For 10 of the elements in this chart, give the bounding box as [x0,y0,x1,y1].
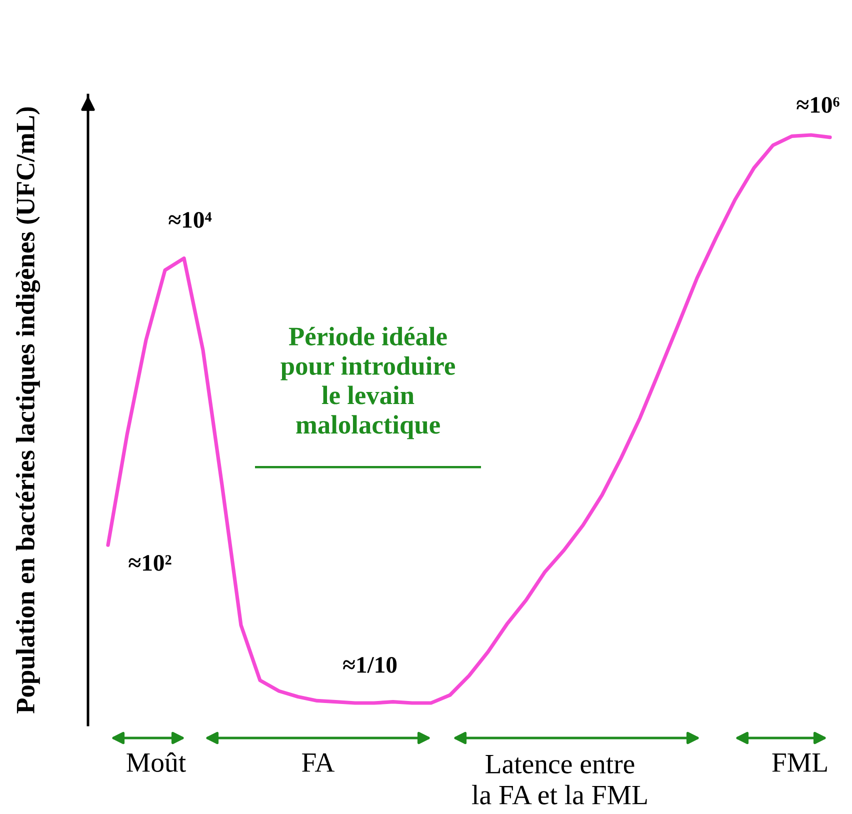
annotation: Période idéale pour introduire le levain malolactique [280,326,455,440]
annotation: ≈10⁴ [168,212,212,228]
annotation: ≈10² [128,554,172,571]
annotation: ≈1/10 [343,656,397,673]
text: Moût [126,752,186,772]
text: ≈10⁶ [796,96,840,113]
y-axis-title: Population en bactéries lactiques indigènes (UFC/mL) [16,107,40,714]
text: FML [772,753,827,772]
text: Latence entre la FA et la FML [472,755,647,804]
text: FA [302,753,335,772]
